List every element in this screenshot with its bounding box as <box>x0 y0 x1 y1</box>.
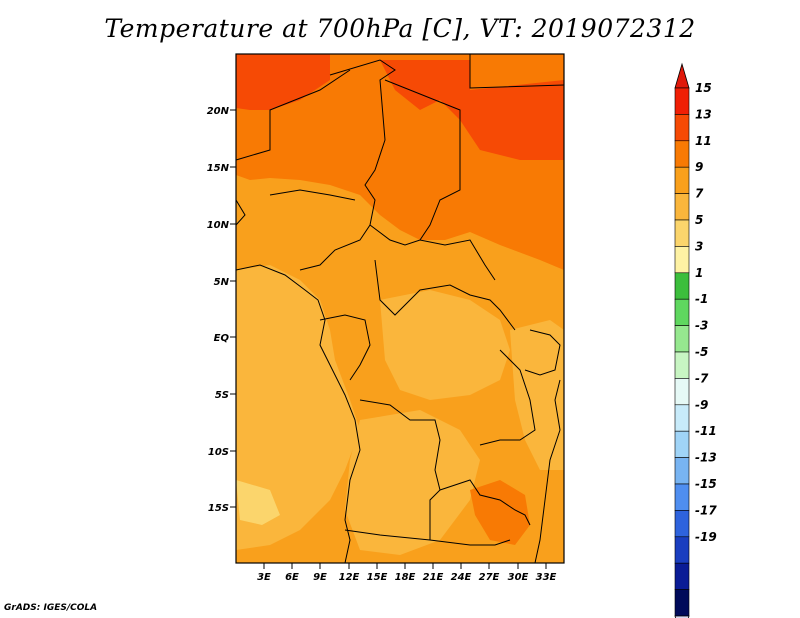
colorbar-swatch <box>674 298 690 326</box>
colorbar-swatch <box>674 272 690 300</box>
cool-region-south <box>345 410 480 555</box>
colorbar-label: -13 <box>695 451 717 465</box>
colorbar-label: 3 <box>695 239 703 253</box>
lon-labels: 3E 6E 9E 12E 15E 18E 21E 24E 27E 30E 33E <box>257 572 556 583</box>
map-title: Temperature at 700hPa [C], VT: 201907231… <box>104 14 696 43</box>
hottest-region-northeast <box>380 60 564 160</box>
colorbar <box>674 62 690 618</box>
colorbar-label: 7 <box>695 187 704 201</box>
lon-label: 3E <box>257 572 271 583</box>
colorbar-label: 13 <box>695 107 712 121</box>
colorbar-label: 15 <box>695 81 712 95</box>
lat-axis <box>230 109 236 508</box>
colorbar-labels: 15 13 11 9 7 5 3 1 -1 -3 -5 -7 -9 -11 -13 -15 -17 -19 <box>695 81 717 544</box>
colorbar-label: -9 <box>695 398 708 412</box>
colorbar-swatch <box>674 87 690 115</box>
colorbar-swatch <box>674 536 690 564</box>
colorbar-swatch <box>674 193 690 221</box>
colorbar-swatch <box>674 483 690 511</box>
cool-region-east <box>510 320 564 470</box>
colorbar-label: -19 <box>695 530 717 544</box>
lon-label: 6E <box>285 572 299 583</box>
lon-label: 33E <box>536 572 557 583</box>
colorbar-swatch <box>674 325 690 353</box>
lat-label: 5S <box>215 390 229 401</box>
colorbar-swatch <box>674 378 690 406</box>
lat-label: 15S <box>208 503 229 514</box>
colorbar-top-arrow <box>674 62 690 89</box>
lat-label: 5N <box>214 277 230 288</box>
colorbar-label: 5 <box>695 213 703 227</box>
lat-label: 15N <box>207 163 230 174</box>
colorbar-swatch <box>674 589 690 617</box>
country-borders <box>235 54 565 564</box>
colorbar-label: 11 <box>695 134 712 148</box>
colorbar-swatch <box>674 246 690 274</box>
colorbar-swatch <box>674 351 690 379</box>
coolest-patch-southwest <box>236 480 280 525</box>
lat-label: 10N <box>207 220 230 231</box>
colorbar-label: -11 <box>695 424 717 438</box>
colorbar-label: -17 <box>695 503 717 517</box>
lon-label: 27E <box>479 572 500 583</box>
hottest-region-northwest <box>236 54 330 110</box>
lon-label: 12E <box>339 572 360 583</box>
lon-label: 15E <box>367 572 388 583</box>
colorbar-label: 9 <box>695 160 703 174</box>
colorbar-swatch <box>674 457 690 485</box>
lon-label: 24E <box>451 572 472 583</box>
colorbar-swatch <box>674 219 690 247</box>
colorbar-label: -3 <box>695 319 708 333</box>
cool-region-west <box>236 265 360 550</box>
map-frame <box>235 53 565 564</box>
colorbar-label: -1 <box>695 292 708 306</box>
lat-labels: 20N 15N 10N 5N EQ 5S 10S 15S <box>207 106 230 514</box>
colorbar-label: -15 <box>695 477 717 491</box>
credit-text: GrADS: IGES/COLA <box>4 603 98 613</box>
cool-region-center <box>380 290 510 400</box>
map-plot-area <box>235 53 565 564</box>
colorbar-swatch <box>674 166 690 194</box>
lon-axis <box>263 563 547 569</box>
lat-label: EQ <box>214 333 230 344</box>
lat-label: 20N <box>207 106 230 117</box>
lon-label: 30E <box>508 572 529 583</box>
colorbar-swatch <box>674 430 690 458</box>
colorbar-swatch <box>674 404 690 432</box>
colorbar-swatch <box>674 562 690 590</box>
colorbar-label: -7 <box>695 371 709 385</box>
lon-label: 9E <box>313 572 327 583</box>
colorbar-label: -5 <box>695 345 708 359</box>
lon-label: 21E <box>423 572 444 583</box>
lon-label: 18E <box>395 572 416 583</box>
colorbar-label: 1 <box>695 266 703 280</box>
colorbar-swatch <box>674 114 690 142</box>
colorbar-swatch <box>674 510 690 538</box>
lat-label: 10S <box>208 447 229 458</box>
colorbar-swatch <box>674 140 690 168</box>
